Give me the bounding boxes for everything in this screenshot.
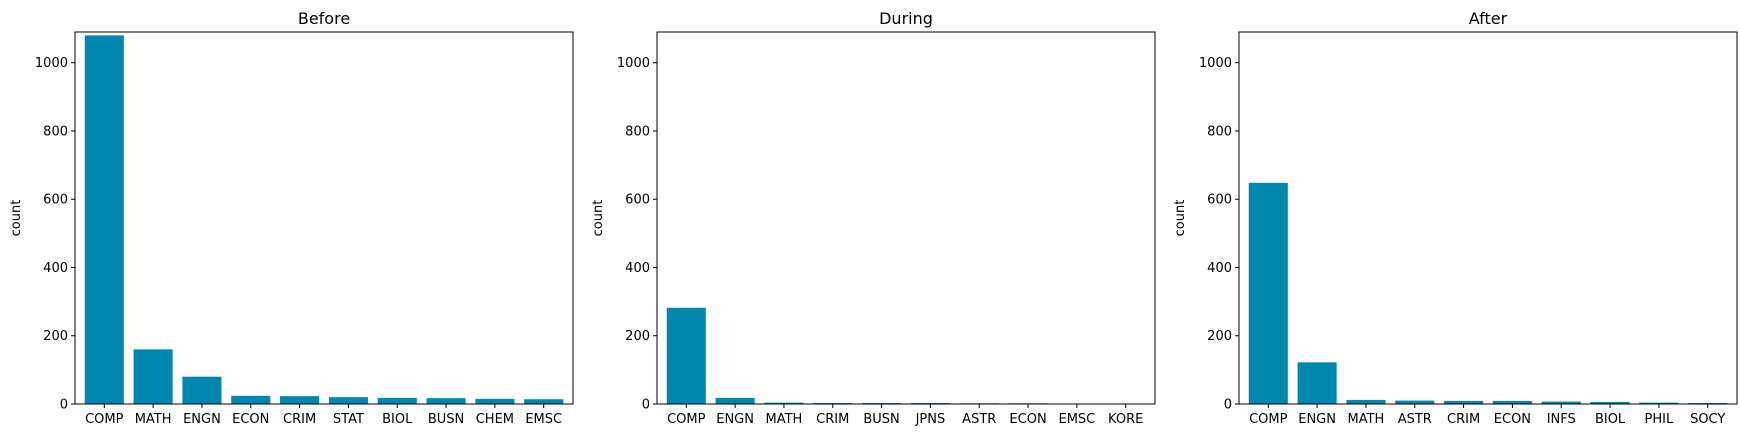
x-tick-label: BUSN	[863, 412, 899, 427]
x-tick-label: PHIL	[1645, 412, 1674, 427]
chart-title: After	[1469, 9, 1508, 28]
y-tick-label: 1000	[1199, 56, 1232, 71]
y-tick-label: 1000	[35, 56, 68, 71]
y-tick-label: 0	[642, 398, 650, 413]
x-tick-label: BIOL	[1595, 412, 1626, 427]
plot-frame	[1238, 31, 1738, 405]
x-tick-label: JPNS	[915, 412, 946, 427]
x-tick-label: EMSC	[1058, 412, 1095, 427]
y-tick-label: 800	[43, 124, 68, 139]
x-tick-label: MATH	[766, 412, 803, 427]
x-tick-label: ASTR	[1398, 412, 1432, 427]
chart-title: Before	[298, 9, 350, 28]
chart-title: During	[879, 9, 933, 28]
y-axis-label: count	[591, 200, 606, 237]
x-tick-label: ENGN	[716, 412, 754, 427]
subplot-during: 0 200 400 600 800 1000 COMP ENGN MATH CRIM BUSN JPN…	[591, 9, 1156, 427]
y-tick-label: 0	[60, 398, 68, 413]
x-tick-label: CHEM	[476, 412, 514, 427]
x-tick-label: CRIM	[1447, 412, 1480, 427]
subplot-after: 0 200 400 600 800 1000 COMP ENGN MATH ASTR CRIM ECO…	[1173, 9, 1738, 427]
y-tick-label: 200	[1207, 329, 1232, 344]
x-tick-label: ECON	[1009, 412, 1046, 427]
bar-comp	[666, 307, 706, 404]
x-tick-label: ASTR	[962, 412, 996, 427]
bar-astr	[1395, 400, 1435, 404]
bar-econ	[1492, 400, 1532, 404]
x-tick-label: BIOL	[382, 412, 413, 427]
x-tick-label: MATH	[135, 412, 172, 427]
y-tick-label: 0	[1224, 398, 1232, 413]
bar-busn	[862, 402, 902, 404]
bar-emsc	[524, 399, 564, 404]
bar-socy	[1688, 402, 1728, 404]
y-tick-label: 200	[625, 329, 650, 344]
y-tick-label: 400	[625, 261, 650, 276]
x-tick-label: COMP	[1249, 412, 1288, 427]
bar-biol	[377, 397, 417, 404]
x-tick-label: CRIM	[283, 412, 316, 427]
bar-engn	[1297, 362, 1337, 404]
x-tick-label: BUSN	[428, 412, 464, 427]
bar-crim	[280, 396, 320, 404]
y-tick-label: 800	[625, 124, 650, 139]
bar-jpns	[910, 402, 950, 404]
bar-busn	[426, 398, 466, 404]
y-tick-label: 600	[1207, 193, 1232, 208]
y-tick-label: 200	[43, 329, 68, 344]
bar-econ	[231, 395, 271, 404]
x-tick-label: MATH	[1348, 412, 1385, 427]
y-tick-label: 400	[43, 261, 68, 276]
bar-phil	[1639, 402, 1679, 404]
bar-biol	[1590, 401, 1630, 404]
x-tick-label: COMP	[85, 412, 124, 427]
x-tick-label: ENGN	[183, 412, 221, 427]
x-tick-label: SOCY	[1690, 412, 1725, 427]
x-tick-label: ECON	[232, 412, 269, 427]
bar-infs	[1541, 401, 1581, 404]
y-axis-label: count	[9, 200, 24, 237]
x-tick-label: ECON	[1494, 412, 1531, 427]
y-tick-label: 800	[1207, 124, 1232, 139]
x-tick-label: INFS	[1547, 412, 1576, 427]
bar-math	[133, 349, 173, 404]
bar-math	[1346, 399, 1386, 404]
plot-frame	[74, 31, 574, 405]
x-tick-label: CRIM	[816, 412, 849, 427]
y-tick-label: 400	[1207, 261, 1232, 276]
bar-chem	[475, 398, 515, 404]
bar-crim	[813, 402, 853, 404]
y-tick-label: 1000	[617, 56, 650, 71]
x-tick-label: STAT	[333, 412, 364, 427]
bar-engn	[715, 397, 755, 404]
subplot-before: 0 200 400 600 800 1000 COMP MATH ENGN ECON CRIM STA…	[9, 9, 574, 427]
y-tick-label: 600	[43, 193, 68, 208]
x-tick-label: EMSC	[525, 412, 562, 427]
bar-engn	[182, 376, 222, 404]
y-axis-label: count	[1173, 200, 1188, 237]
bar-comp	[84, 35, 124, 404]
bar-math	[764, 402, 804, 404]
bar-comp	[1248, 182, 1288, 404]
bar-crim	[1444, 400, 1484, 404]
bar-stat	[328, 397, 368, 404]
x-tick-label: KORE	[1108, 412, 1143, 427]
x-tick-label: COMP	[667, 412, 706, 427]
x-tick-label: ENGN	[1298, 412, 1336, 427]
y-tick-label: 600	[625, 193, 650, 208]
plot-frame	[656, 31, 1156, 405]
